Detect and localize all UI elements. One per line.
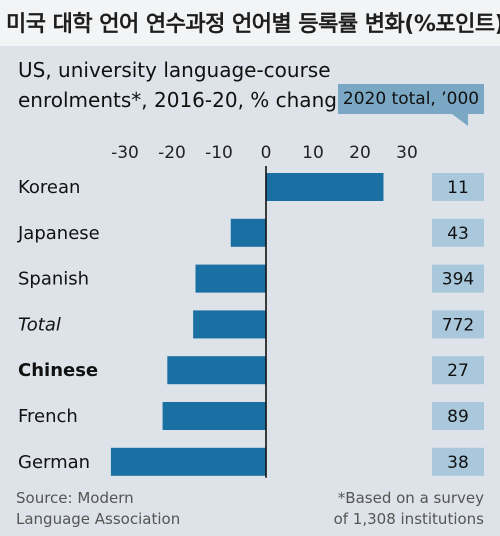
header-band bbox=[0, 0, 500, 46]
category-label: Chinese bbox=[18, 360, 98, 381]
total-value: 89 bbox=[447, 407, 469, 427]
chart-title-line2: enrolments*, 2016-20, % change bbox=[18, 85, 349, 115]
x-tick-label: -20 bbox=[158, 143, 186, 163]
total-cell bbox=[432, 310, 484, 339]
bar bbox=[195, 264, 266, 293]
bar bbox=[110, 447, 267, 476]
bar bbox=[266, 173, 384, 201]
total-cell bbox=[432, 356, 484, 385]
category-label: Japanese bbox=[17, 223, 100, 244]
total-cell bbox=[432, 264, 484, 293]
chart-subtitle: 2016-20, % change bbox=[147, 88, 350, 112]
korean-title: 미국 대학 언어 연수과정 언어별 등록률 변화(%포인트) bbox=[6, 12, 500, 37]
total-value: 27 bbox=[447, 361, 469, 381]
category-label: Spanish bbox=[18, 269, 89, 290]
total-value: 43 bbox=[447, 224, 469, 244]
category-label: French bbox=[18, 406, 78, 427]
footnote-line1: *Based on a survey bbox=[337, 489, 484, 507]
total-cell bbox=[432, 447, 484, 476]
bar bbox=[230, 218, 266, 247]
total-cell bbox=[432, 173, 484, 201]
category-label: Total bbox=[18, 314, 61, 335]
chart-title-main: enrolments*, bbox=[18, 88, 148, 112]
total-value: 772 bbox=[442, 315, 474, 335]
x-tick-label: 20 bbox=[349, 143, 371, 163]
bar bbox=[193, 310, 266, 339]
chart-title-line1: US, university language-course bbox=[18, 58, 331, 82]
x-tick-label: 10 bbox=[302, 143, 324, 163]
x-tick-label: -30 bbox=[111, 143, 139, 163]
footnote: *Based on a survey of 1,308 institutions bbox=[334, 488, 484, 530]
x-tick-label: 0 bbox=[261, 143, 272, 163]
total-cell bbox=[432, 402, 484, 430]
x-tick-label: 30 bbox=[396, 143, 418, 163]
source-note: Source: Modern Language Association bbox=[16, 488, 180, 530]
total-value: 38 bbox=[447, 453, 469, 473]
footnote-line2: of 1,308 institutions bbox=[333, 510, 484, 528]
x-tick-label: -10 bbox=[205, 143, 233, 163]
chart-title: US, university language-course enrolment… bbox=[18, 55, 349, 115]
total-column-header: 2020 total, ’000 bbox=[338, 84, 484, 114]
category-label: Korean bbox=[18, 177, 80, 198]
source-line2: Language Association bbox=[16, 510, 181, 528]
bar bbox=[167, 356, 266, 385]
category-label: German bbox=[18, 452, 90, 473]
total-cell bbox=[432, 218, 484, 247]
source-line1: Source: Modern bbox=[16, 489, 134, 507]
total-value: 394 bbox=[442, 270, 474, 290]
total-header-pointer bbox=[452, 114, 468, 126]
total-value: 11 bbox=[447, 178, 469, 198]
bar bbox=[162, 402, 266, 430]
